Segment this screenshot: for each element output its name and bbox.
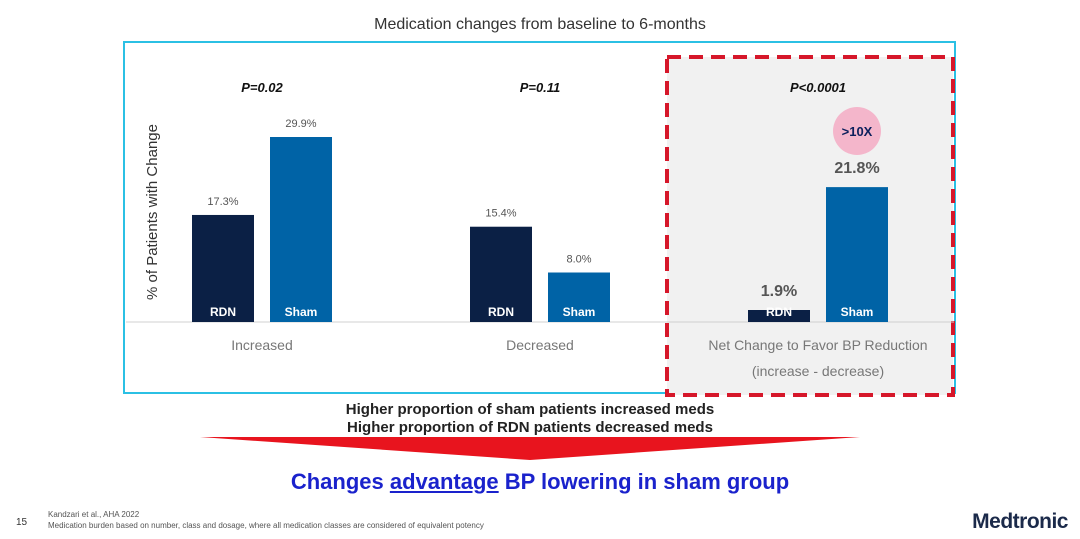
conclusion-part-1: Changes	[290, 469, 390, 494]
footnote: Medication burden based on number, class…	[48, 521, 484, 530]
badge-label: >10X	[842, 124, 873, 139]
badge-circle	[833, 107, 881, 155]
bar-value-label: 29.9%	[285, 118, 316, 130]
slide-title: Medication changes from baseline to 6-mo…	[374, 16, 706, 33]
p-value-label: P=0.11	[520, 80, 561, 95]
bar-series-label: RDN	[488, 305, 514, 319]
page-number: 15	[16, 517, 28, 528]
conclusion-text: Changes advantage BP lowering in sham gr…	[0, 469, 1080, 495]
conclusion-emphasis: advantage	[389, 469, 499, 494]
bar-value-label: 8.0%	[566, 254, 591, 266]
category-label: Increased	[231, 337, 292, 353]
bar-value-label: 21.8%	[834, 160, 879, 177]
category-label-line-2: (increase - decrease)	[752, 363, 884, 379]
y-axis-label: % of Patients with Change	[144, 124, 161, 300]
conclusion-part-2: BP lowering in sham group	[498, 469, 790, 494]
p-value-label: P=0.02	[241, 80, 283, 95]
bar-sham	[270, 137, 332, 322]
bar-series-label: Sham	[285, 305, 318, 319]
bar-series-label: RDN	[766, 305, 792, 319]
bar-sham	[548, 272, 610, 322]
callout-line-1: Higher proportion of sham patients incre…	[345, 401, 715, 418]
medtronic-logo: Medtronic	[972, 510, 1068, 533]
highlight-background	[667, 57, 953, 395]
category-label: Decreased	[506, 337, 574, 353]
citation: Kandzari et al., AHA 2022	[48, 510, 140, 519]
category-label: Net Change to Favor BP Reduction	[708, 337, 927, 353]
bar-rdn	[748, 310, 810, 322]
down-arrow	[200, 437, 860, 460]
bar-rdn	[470, 226, 532, 322]
bar-value-label: 1.9%	[761, 283, 797, 300]
bar-value-label: 17.3%	[207, 196, 238, 208]
callout-line-2: Higher proportion of RDN patients decrea…	[347, 419, 713, 436]
bar-series-label: Sham	[841, 305, 874, 319]
p-value-label: P<0.0001	[790, 80, 846, 95]
bar-rdn	[192, 214, 254, 322]
bar-series-label: Sham	[563, 305, 596, 319]
bar-series-label: RDN	[210, 305, 236, 319]
highlight-border	[665, 55, 955, 397]
bar-sham	[826, 187, 888, 322]
bar-value-label: 15.4%	[485, 208, 516, 220]
